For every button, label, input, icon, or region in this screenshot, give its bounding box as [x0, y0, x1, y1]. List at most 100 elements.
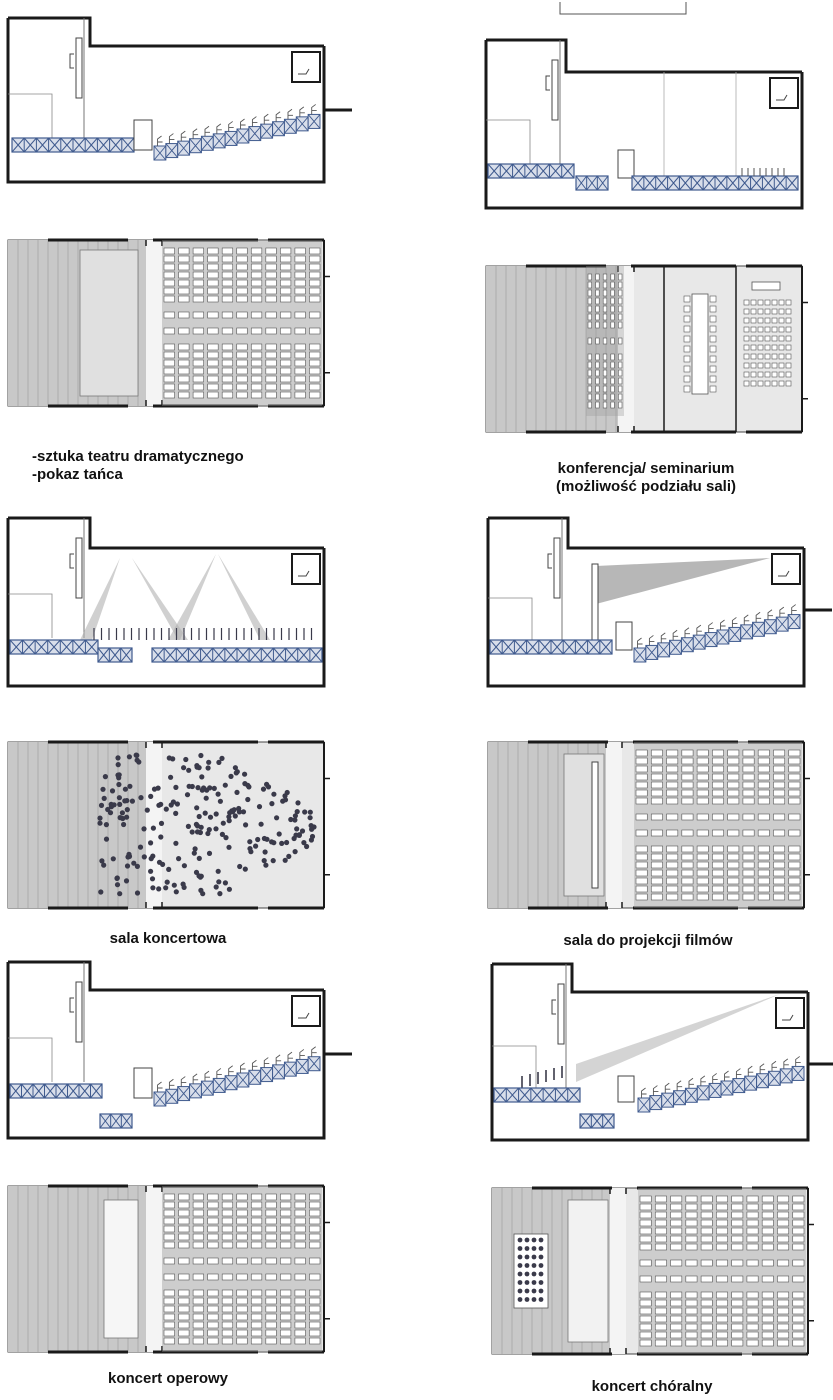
audience-person — [280, 798, 286, 804]
seat — [602, 281, 608, 289]
seminar-chair — [778, 380, 785, 387]
seat-mark — [251, 1059, 258, 1071]
seat — [280, 1297, 292, 1305]
seat — [742, 749, 755, 757]
seat — [207, 1321, 219, 1329]
seat — [650, 853, 663, 861]
seat — [761, 1275, 774, 1283]
seat — [207, 1313, 219, 1321]
seat — [236, 1289, 248, 1297]
tribune-step-brace — [165, 143, 179, 158]
seat — [207, 391, 219, 399]
audience-person — [168, 774, 174, 780]
seat — [236, 375, 248, 383]
seat — [670, 1227, 683, 1235]
seat — [163, 247, 175, 255]
choir-member — [538, 1280, 544, 1285]
seat — [716, 1227, 728, 1235]
seat — [757, 853, 770, 861]
seat — [712, 789, 724, 797]
seat — [192, 1297, 204, 1305]
seat — [788, 765, 801, 773]
seat — [792, 1195, 805, 1203]
seat — [250, 327, 263, 335]
seat — [639, 1315, 652, 1323]
seminar-chair — [771, 362, 778, 369]
seat — [716, 1315, 728, 1323]
seat — [635, 781, 648, 789]
seat — [280, 1193, 292, 1201]
tribune-step-brace — [224, 1075, 238, 1091]
seat-mark — [712, 1073, 718, 1084]
seat — [163, 255, 175, 263]
seat — [280, 1273, 292, 1281]
seat — [731, 1259, 744, 1267]
tribune-step-brace — [153, 145, 167, 161]
tribune-step-brace — [645, 645, 659, 660]
audience-person — [309, 826, 315, 832]
seat — [192, 1225, 204, 1233]
audience-person — [294, 809, 300, 815]
choir-member — [538, 1271, 544, 1277]
control-booth — [291, 995, 321, 1027]
seat — [650, 893, 663, 901]
seminar-chair — [778, 344, 785, 351]
truss-cell — [200, 647, 214, 663]
seat — [265, 327, 277, 335]
tribune-step-brace — [791, 1066, 805, 1081]
seat — [207, 247, 219, 255]
seat — [250, 295, 263, 303]
seat — [731, 1291, 744, 1299]
seat — [610, 393, 615, 401]
audience-person — [206, 759, 212, 765]
seat — [236, 1297, 248, 1305]
seat — [236, 383, 248, 391]
seat — [746, 1291, 759, 1299]
projection-screen — [591, 761, 599, 889]
audience-person — [265, 784, 272, 790]
seat — [716, 1259, 728, 1267]
seat-mark — [767, 609, 773, 620]
seat — [610, 273, 615, 281]
seat — [696, 861, 709, 869]
seat — [618, 305, 623, 313]
seat — [757, 893, 770, 901]
seat-mark — [216, 1068, 222, 1079]
seat — [788, 829, 801, 837]
audience-person — [245, 796, 251, 803]
seat — [192, 1201, 204, 1209]
audience-person — [173, 889, 179, 895]
seat — [221, 255, 234, 263]
seat — [731, 1211, 744, 1219]
seat — [236, 1209, 248, 1217]
seat — [731, 1203, 744, 1211]
seat — [294, 343, 306, 351]
seat — [761, 1243, 774, 1251]
audience-person — [183, 756, 189, 763]
seat — [178, 1225, 190, 1233]
door — [617, 149, 635, 179]
caption-drama: -sztuka teatru dramatycznego -pokaz tańc… — [32, 448, 332, 484]
audience-person — [98, 802, 105, 808]
audience-person — [115, 772, 121, 778]
truss-stage-platform — [489, 639, 613, 655]
audience-person — [141, 826, 147, 832]
seat — [163, 279, 175, 287]
section-choral — [490, 962, 833, 1142]
seat — [681, 789, 694, 797]
seat — [207, 1257, 219, 1265]
seat — [163, 327, 175, 335]
truss-cell — [487, 163, 501, 179]
seat — [654, 1291, 667, 1299]
seat — [294, 311, 306, 319]
audience-person — [288, 816, 294, 823]
seat — [192, 391, 204, 399]
seat — [207, 263, 219, 271]
seat — [265, 1337, 277, 1345]
seat — [712, 861, 724, 869]
seat — [650, 829, 663, 837]
seat — [635, 829, 648, 837]
seat — [746, 1323, 759, 1331]
seat — [777, 1315, 790, 1323]
